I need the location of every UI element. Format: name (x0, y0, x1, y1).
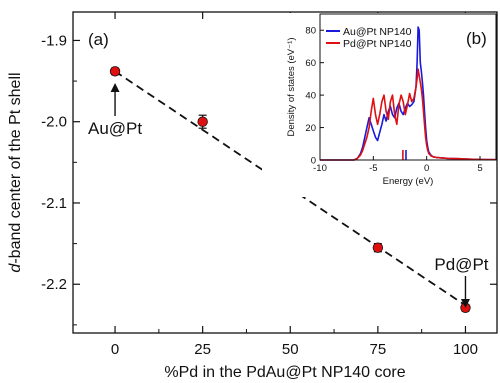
inset-x-tick-label: 0 (424, 163, 429, 174)
main-data (109, 66, 471, 314)
inset-x-axis-label: Energy (eV) (383, 176, 434, 187)
legend-entry: Au@Pt NP140 (343, 26, 412, 38)
inset-background (262, 13, 496, 197)
inset-y-tick-label: 80 (305, 26, 316, 37)
legend-entry: Pd@Pt NP140 (343, 38, 412, 50)
annotation-arrows (110, 83, 470, 308)
inset-x-tick-label: -5 (369, 163, 377, 174)
inset-y-tick-label: 20 (305, 123, 316, 134)
y-tick-label: -2.1 (41, 195, 67, 212)
y-tick-label: -2.0 (41, 114, 67, 131)
inset-y-tick-label: 40 (305, 91, 316, 102)
x-tick-label: 50 (282, 341, 299, 358)
inset-y-tick-label: 0 (311, 156, 316, 167)
annotation-pd-pt: Pd@Pt (434, 255, 488, 274)
y-axis-label-rest: -band center of the Pt shell (7, 72, 24, 263)
y-axis-label-italic: d (7, 263, 24, 273)
y-tick-label: -1.9 (41, 32, 67, 49)
x-tick-label: 100 (453, 341, 478, 358)
main-plot-frame (72, 11, 498, 334)
data-point (197, 116, 208, 127)
arrow-head-icon (460, 299, 470, 308)
x-tick-label: 0 (111, 341, 119, 358)
arrow-head-icon (110, 83, 120, 92)
y-axis-label: d-band center of the Pt shell (7, 72, 24, 272)
data-point (109, 66, 121, 77)
x-tick-label: 25 (194, 341, 211, 358)
data-point (372, 242, 384, 253)
inset-y-tick-label: 60 (305, 58, 316, 69)
panel-label-b: (b) (466, 29, 487, 48)
inset-x-tick-label: -10 (313, 163, 327, 174)
inset-x-tick-label: 5 (477, 163, 482, 174)
inset-ticks: -10 -5 0 5 0 20 40 60 80 (305, 26, 482, 174)
inset-dos-line (320, 68, 497, 161)
inset-data (320, 26, 497, 161)
y-tick-label: -2.2 (41, 276, 67, 293)
annotation-au-pt: Au@Pt (88, 119, 142, 138)
inset-plot-frame (319, 13, 497, 161)
panel-label-a: (a) (88, 30, 109, 49)
x-tick-label: 75 (370, 341, 387, 358)
x-axis-label: %Pd in the PdAu@Pt NP140 core (164, 364, 405, 381)
inset-y-axis-label: Density of states (eV⁻¹) (286, 38, 297, 137)
